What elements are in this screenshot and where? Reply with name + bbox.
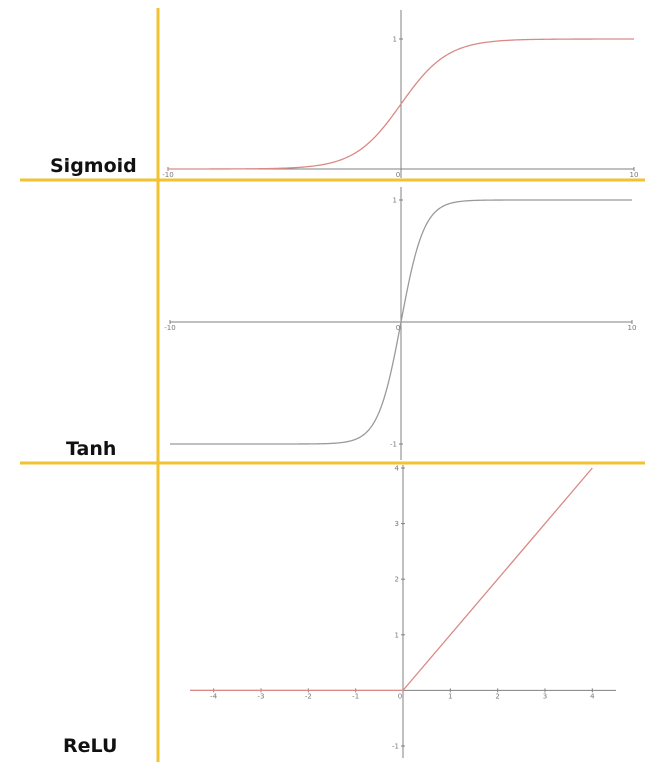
data-point <box>412 265 413 266</box>
x-tick-label: 10 <box>628 324 637 332</box>
x-tick-label: 3 <box>543 692 547 700</box>
sigmoid-curve <box>168 38 634 170</box>
y-tick-label: -1 <box>390 441 397 449</box>
data-point <box>633 38 634 39</box>
data-point <box>400 321 401 322</box>
x-tick-label: -10 <box>162 171 173 179</box>
data-point <box>169 443 170 444</box>
y-tick-label: 1 <box>395 631 399 639</box>
y-tick-label: 4 <box>395 465 400 473</box>
data-point <box>366 432 367 433</box>
data-point <box>447 54 448 55</box>
data-point <box>308 443 309 444</box>
chart-relu: -4 -3 -2 -1 0 1 2 3 4 4 3 2 1 -1 ReLU <box>63 465 616 758</box>
data-point <box>587 38 588 39</box>
data-point <box>377 133 378 134</box>
x-tick-label: -4 <box>210 692 218 700</box>
data-point <box>307 166 308 167</box>
data-point <box>354 153 355 154</box>
data-point <box>447 204 448 205</box>
panel-label-sigmoid: Sigmoid <box>50 155 137 177</box>
x-tick-label: 4 <box>590 692 595 700</box>
x-tick-label: -2 <box>305 692 312 700</box>
data-point <box>435 211 436 212</box>
data-point <box>592 467 593 468</box>
data-point <box>214 168 215 169</box>
panel-label-tanh: Tanh <box>66 438 116 460</box>
data-point <box>424 73 425 74</box>
data-point <box>354 439 355 440</box>
x-tick-label: -10 <box>164 324 175 332</box>
data-point <box>631 199 632 200</box>
data-point <box>400 103 401 104</box>
data-point <box>189 690 190 691</box>
panel-label-relu: ReLU <box>63 735 117 757</box>
data-point <box>389 378 390 379</box>
x-tick-label: 0 <box>396 324 400 332</box>
data-point <box>540 39 541 40</box>
x-tick-label: 2 <box>495 692 499 700</box>
y-tick-label: 3 <box>395 520 399 528</box>
data-point <box>424 228 425 229</box>
chart-tanh: -10 0 10 1 -1 Tanh <box>66 187 636 460</box>
y-tick-label: 2 <box>395 576 399 584</box>
x-tick-label: 1 <box>448 692 452 700</box>
data-point <box>331 443 332 444</box>
x-tick-label: -1 <box>352 692 359 700</box>
relu-curve <box>190 467 593 692</box>
y-tick-label: 1 <box>393 197 397 205</box>
data-point <box>470 45 471 46</box>
data-point <box>167 168 168 169</box>
data-point <box>470 200 471 201</box>
data-point <box>331 162 332 163</box>
x-tick-label: 10 <box>630 171 639 179</box>
data-point <box>261 168 262 169</box>
chart-sigmoid: -10 0 10 1 Sigmoid <box>50 10 638 179</box>
data-point <box>493 199 494 200</box>
y-tick-label: -1 <box>392 743 399 751</box>
x-tick-label: 0 <box>398 692 402 700</box>
tanh-curve <box>170 199 632 445</box>
data-point <box>494 41 495 42</box>
data-point <box>402 690 403 691</box>
data-point <box>377 414 378 415</box>
x-tick-label: 0 <box>396 171 400 179</box>
y-tick-label: 1 <box>393 36 397 44</box>
x-tick-label: -3 <box>258 692 265 700</box>
